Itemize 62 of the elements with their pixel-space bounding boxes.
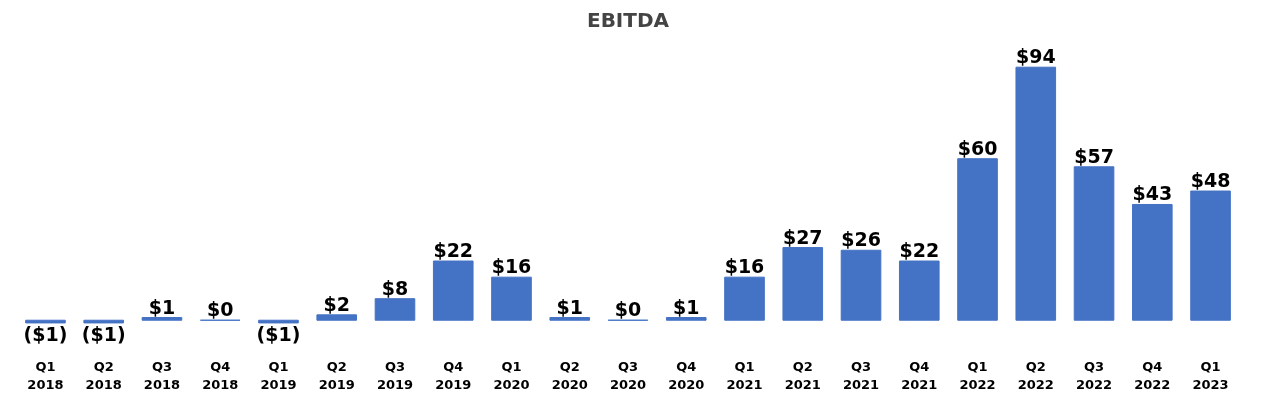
x-tick-label: Q2 2019: [318, 358, 355, 392]
data-label: $1: [673, 295, 700, 318]
chart-title: EBITDA: [586, 7, 670, 32]
x-tick-label: Q1 2021: [726, 358, 763, 392]
bar: [1131, 203, 1173, 321]
x-tick-label: Q4 2019: [435, 358, 472, 392]
bar: [491, 276, 532, 321]
data-label: $22: [433, 239, 474, 262]
data-label: $1: [148, 295, 176, 318]
x-tick-label: Q3 2018: [143, 358, 181, 392]
data-label: $26: [841, 228, 881, 251]
x-tick-label: Q3 2020: [609, 358, 647, 392]
data-label: $8: [381, 276, 409, 299]
data-label: $57: [1074, 144, 1114, 167]
x-tick-label: Q4 2018: [202, 358, 239, 392]
data-label: $27: [782, 225, 823, 248]
x-tick-label: Q1 2018: [27, 358, 64, 392]
bar: [141, 317, 183, 321]
bar: [665, 317, 707, 321]
data-label: $60: [957, 136, 998, 159]
data-label: ($1): [81, 322, 126, 345]
x-tick-label: Q2 2018: [85, 358, 122, 392]
data-label: $43: [1132, 182, 1173, 205]
x-tick-label: Q4 2020: [668, 358, 705, 392]
data-label: $48: [1190, 169, 1231, 192]
bar: [957, 158, 998, 321]
bar: [83, 319, 125, 324]
bar: [782, 247, 824, 321]
x-tick-label: Q3 2022: [1075, 358, 1113, 392]
data-label: $22: [899, 239, 940, 262]
x-tick-label: Q3 2021: [842, 358, 880, 392]
data-label: $1: [556, 295, 583, 318]
bar: [1015, 66, 1057, 321]
bar: [724, 276, 765, 321]
bar: [1073, 166, 1115, 321]
bar: [432, 260, 474, 321]
x-tick-label: Q3 2019: [376, 358, 414, 392]
data-label: ($1): [256, 322, 301, 345]
bar: [258, 319, 299, 324]
x-tick-label: Q1 2022: [959, 358, 996, 392]
data-label: $16: [724, 255, 765, 278]
bar: [374, 298, 416, 321]
x-tick-label: Q2 2022: [1017, 358, 1054, 392]
bar: [549, 317, 591, 321]
data-label: $94: [1015, 45, 1056, 68]
x-tick-label: Q4 2022: [1134, 358, 1171, 392]
x-tick-label: Q4 2021: [901, 358, 938, 392]
data-label: $0: [614, 298, 642, 321]
bar: [840, 249, 882, 321]
data-label: $2: [323, 292, 350, 315]
x-tick-label: Q1 2023: [1192, 358, 1229, 392]
x-tick-label: Q2 2021: [784, 358, 821, 392]
bar: [1190, 190, 1231, 321]
x-tick-label: Q1 2019: [260, 358, 297, 392]
x-tick-label: Q1 2020: [493, 358, 530, 392]
bar: [316, 314, 358, 321]
bar: [898, 260, 940, 321]
data-label: $16: [491, 255, 532, 278]
data-label: $0: [207, 298, 234, 321]
bar: [25, 319, 66, 324]
data-label: ($1): [23, 322, 68, 345]
x-tick-label: Q2 2020: [551, 358, 588, 392]
